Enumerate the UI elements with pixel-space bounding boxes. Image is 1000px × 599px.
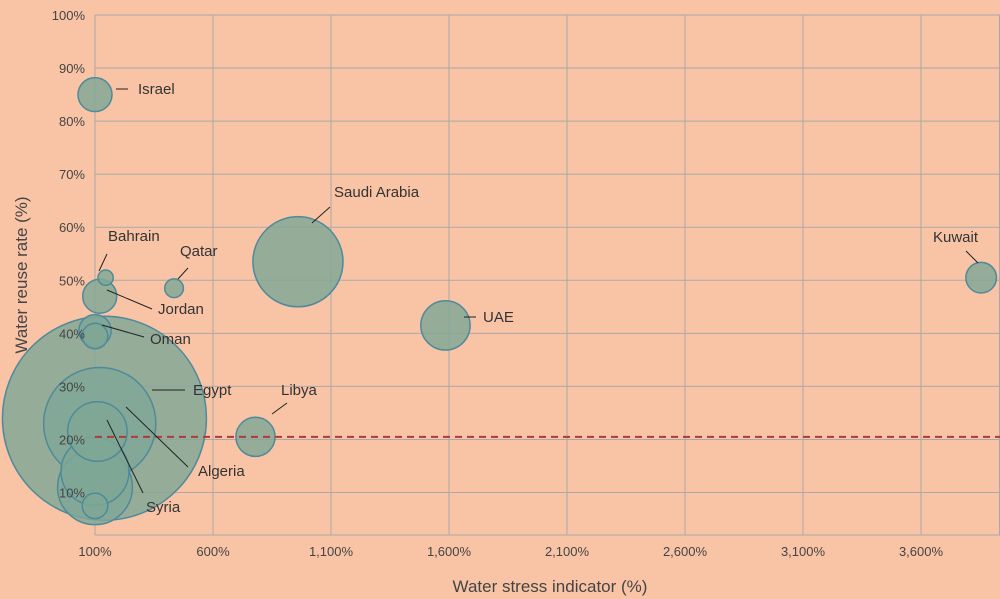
data-label: Bahrain (108, 228, 160, 245)
data-label: Libya (281, 382, 318, 399)
data-label: Israel (138, 81, 175, 98)
annotation-leader-line (101, 324, 145, 338)
bubble-point (252, 215, 344, 308)
y-tick-label: 40% (59, 326, 85, 341)
annotation-leader-line (271, 402, 288, 415)
tick-labels: 100% 600% 1,100% 1,600% 2,100% 2,600% 3,100% 3,… (52, 8, 944, 559)
bubble-point (81, 278, 118, 314)
annotation-leader-line (98, 253, 108, 272)
y-tick-label: 30% (59, 379, 85, 394)
bubble-point (420, 300, 471, 351)
bubble-point (81, 492, 109, 520)
data-label: Algeria (198, 463, 245, 480)
x-tick-label: 2,600% (663, 544, 708, 559)
x-tick-label: 1,100% (309, 544, 354, 559)
data-label: Syria (146, 499, 181, 516)
y-tick-label: 50% (59, 273, 85, 288)
data-label: UAE (483, 309, 514, 326)
data-label: Qatar (180, 243, 218, 260)
annotation-leader-line (311, 206, 331, 224)
annotation-leader-line (125, 406, 189, 468)
y-tick-label: 60% (59, 220, 85, 235)
bubbles (1, 76, 998, 526)
annotation-leader-line (106, 419, 144, 494)
data-label: Jordan (158, 301, 204, 318)
y-tick-label: 70% (59, 167, 85, 182)
x-tick-label: 2,100% (545, 544, 590, 559)
bubble-point (81, 322, 109, 350)
x-tick-label: 3,600% (899, 544, 944, 559)
y-tick-label: 100% (52, 8, 86, 23)
annotation-leader-line (177, 267, 189, 280)
annotation-leader-line (106, 289, 153, 310)
bubble-point (66, 401, 128, 463)
bubble-point (163, 278, 185, 299)
x-tick-label: 600% (196, 544, 230, 559)
data-label: Oman (150, 331, 191, 348)
y-tick-label: 10% (59, 486, 85, 501)
y-tick-label: 90% (59, 61, 85, 76)
y-tick-label: 20% (59, 432, 85, 447)
bubble-point (965, 261, 998, 294)
bubble-point (97, 269, 115, 287)
x-tick-label: 100% (78, 544, 112, 559)
grid (94, 14, 1000, 536)
x-tick-label: 3,100% (781, 544, 826, 559)
y-axis-title: Water reuse rate (%) (12, 196, 31, 353)
x-axis-title: Water stress indicator (%) (453, 577, 648, 596)
data-label: Kuwait (933, 229, 979, 246)
data-label: Egypt (193, 382, 232, 399)
annotations: Israel Bahrain Qatar Jordan Oman Saudi Arabia… (98, 81, 979, 516)
data-label: Saudi Arabia (334, 184, 420, 201)
x-tick-label: 1,600% (427, 544, 472, 559)
annotation-leader-line (965, 250, 979, 264)
y-tick-label: 80% (59, 114, 85, 129)
bubble-point (77, 76, 113, 113)
